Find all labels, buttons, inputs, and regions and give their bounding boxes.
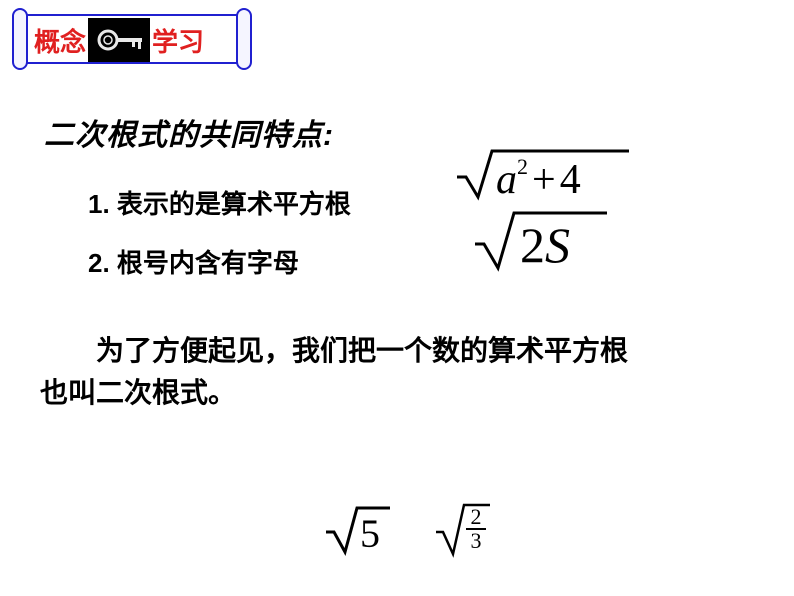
f1-exp: 2 <box>517 154 528 179</box>
f4-den: 3 <box>466 528 486 552</box>
heading-text: 二次根式的共同特点 <box>44 119 323 152</box>
heading-row: 二次根式的共同特点: <box>44 110 754 154</box>
point-2: 2. 根号内含有字母 <box>88 243 754 280</box>
bottom-formula-row: 5 2 3 <box>324 500 494 560</box>
concept-banner: 概念 学习 <box>12 8 260 70</box>
paragraph: 为了方便起见，我们把一个数的算术平方根也叫二次根式。 <box>40 330 754 414</box>
formula-sqrt-5: 5 <box>324 502 394 558</box>
scroll-cap-left <box>12 8 28 70</box>
f4-num: 2 <box>466 506 486 528</box>
formula-sqrt-a2-plus-4: a2+4 <box>454 144 634 204</box>
point-1: 1. 表示的是算术平方根 <box>88 184 754 221</box>
f1-a: a <box>496 157 517 203</box>
formula-sqrt-2s: 2S <box>472 206 634 276</box>
heading-colon: : <box>323 119 334 152</box>
banner-text-concept: 概念 <box>34 22 86 59</box>
scroll-cap-right <box>236 8 252 70</box>
paragraph-text: 为了方便起见，我们把一个数的算术平方根也叫二次根式。 <box>40 330 650 414</box>
f1-plus: + <box>532 157 556 203</box>
banner-text-study: 学习 <box>152 22 204 59</box>
formula-column: a2+4 2S <box>454 144 634 276</box>
f1-four: 4 <box>560 157 581 203</box>
formula-sqrt-two-thirds: 2 3 <box>434 500 494 560</box>
key-icon <box>88 18 150 62</box>
banner-inner: 概念 学习 <box>34 18 204 62</box>
content-region: 二次根式的共同特点: 1. 表示的是算术平方根 2. 根号内含有字母 a2+4 … <box>44 110 754 414</box>
f3-val: 5 <box>360 510 380 557</box>
